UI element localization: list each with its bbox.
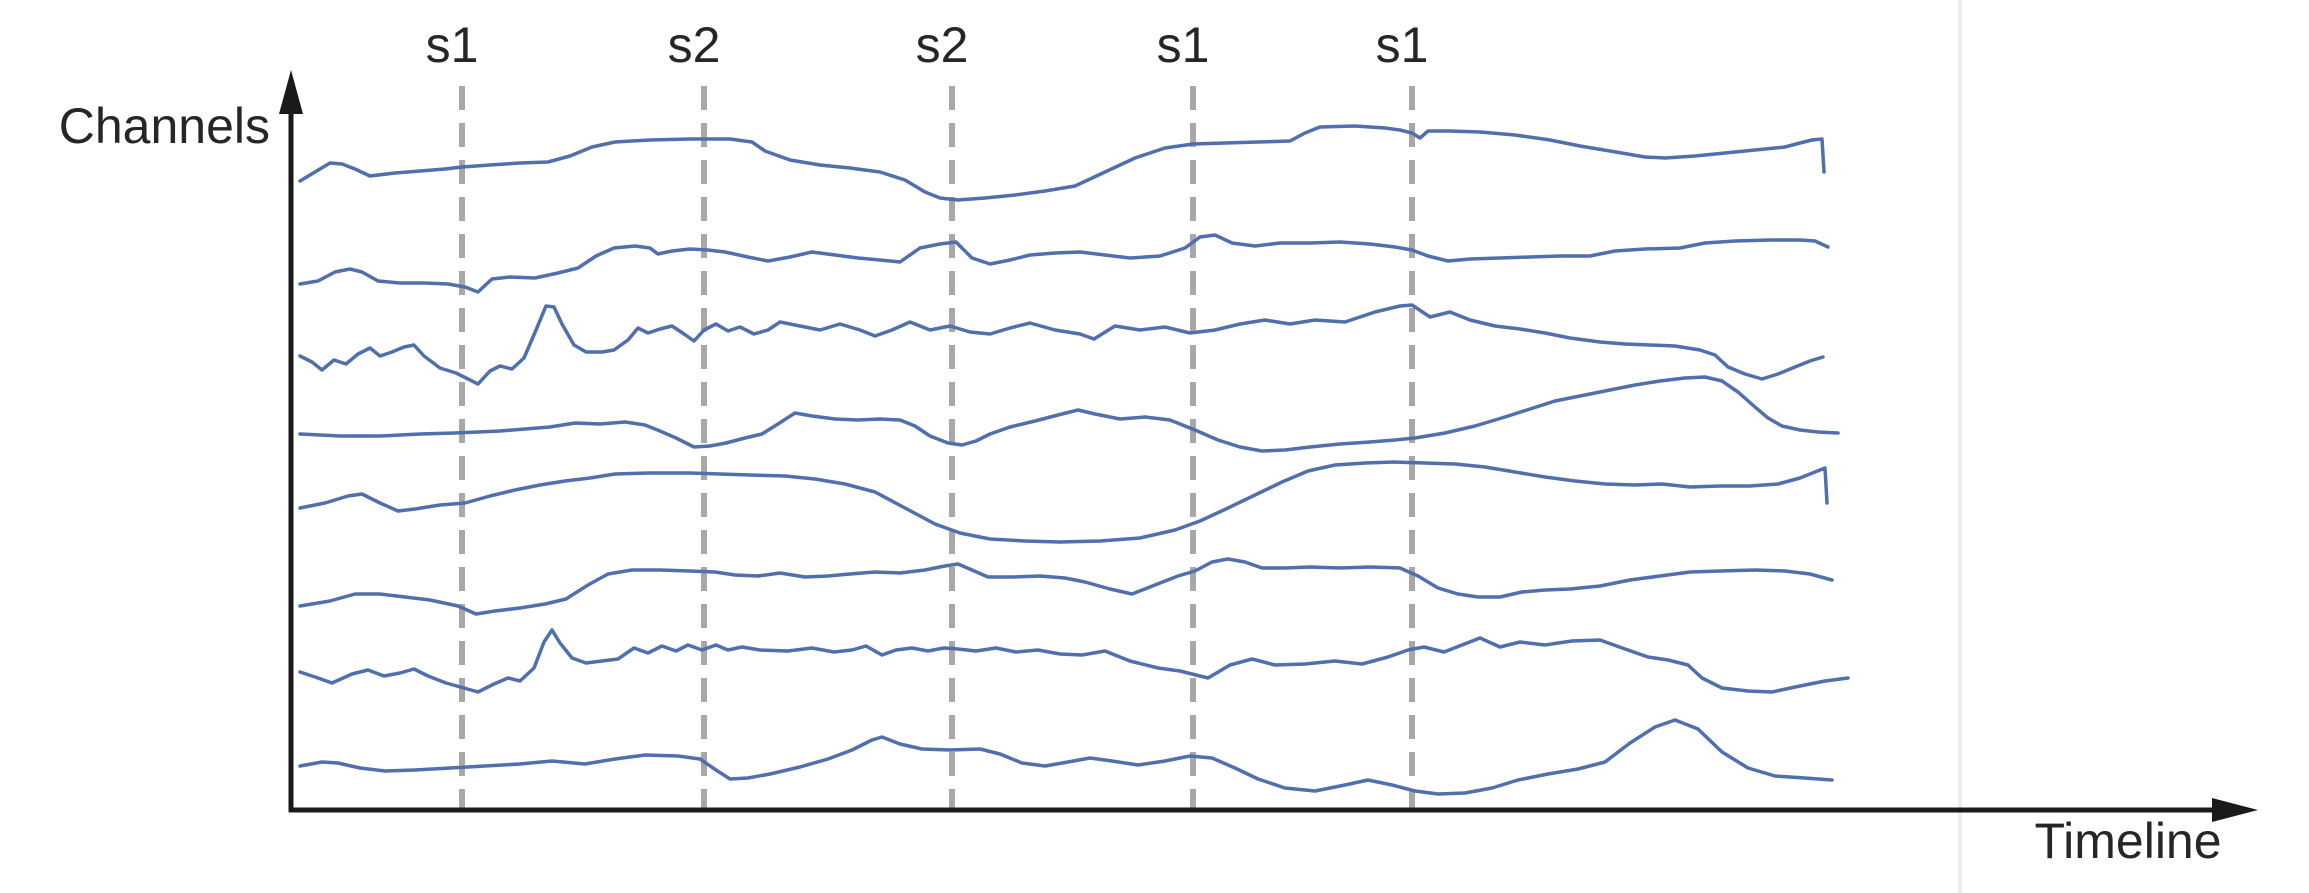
event-marker-label: s1 [426,17,479,73]
event-marker-label: s1 [1157,17,1210,73]
x-axis-arrowhead-icon [2212,798,2258,822]
event-markers-group: s1 s2 s2 s1 s1 [426,17,1429,808]
y-axis-arrowhead-icon [279,70,303,114]
channel-8-trace [298,718,1834,796]
channel-1-trace [298,124,1826,202]
channel-5-trace [298,460,1829,544]
event-marker-label: s2 [916,17,969,73]
event-marker-label: s2 [668,17,721,73]
channel-2-trace [298,233,1830,294]
channel-traces-group [298,124,1850,796]
x-axis-label: Timeline [2034,813,2221,869]
channel-3-noisy-trace [298,303,1825,386]
y-axis-label: Channels [59,98,270,154]
channel-7-noisy-trace [298,628,1850,694]
channel-4-trace [298,375,1840,453]
channel-6-trace [298,557,1834,616]
event-marker-label: s1 [1376,17,1429,73]
axes-group: Channels Timeline [59,70,2258,869]
